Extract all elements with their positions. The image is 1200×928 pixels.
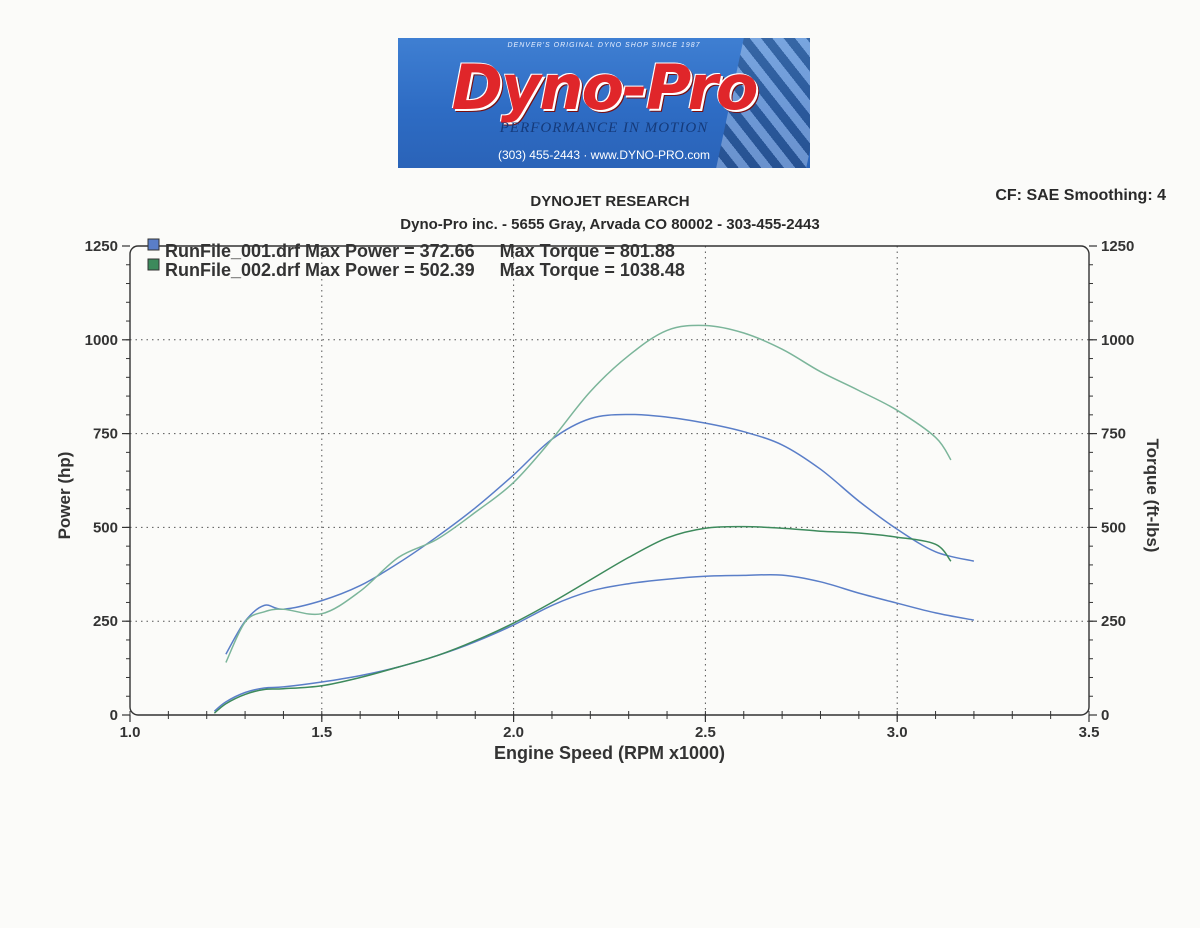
x-tick-label: 2.5 — [695, 724, 716, 741]
y-axis-label-right: Torque (ft-lbs) — [1143, 439, 1162, 553]
x-tick-label: 2.0 — [503, 724, 524, 741]
report-title: DYNOJET RESEARCH — [530, 193, 690, 210]
y-axis-label-left: Power (hp) — [55, 452, 74, 540]
x-tick-label: 1.0 — [120, 724, 141, 741]
y-right-tick-label: 750 — [1101, 426, 1126, 443]
legend-swatch-run2 — [147, 258, 160, 271]
y-left-tick-label: 1250 — [85, 238, 118, 255]
series-layer — [213, 324, 975, 714]
x-axis-label: Engine Speed (RPM x1000) — [494, 743, 725, 763]
logo-tagline: DENVER'S ORIGINAL DYNO SHOP SINCE 1987 — [507, 42, 701, 49]
dyno-pro-logo: DENVER'S ORIGINAL DYNO SHOP SINCE 1987 D… — [398, 38, 810, 168]
grid-layer — [130, 246, 1089, 715]
y-left-tick-label: 1000 — [85, 332, 118, 349]
legend-entry-run1: RunFile_001.drf Max Power = 372.66 Max T… — [165, 241, 675, 261]
logo-contact: (303) 455-2443 · www.DYNO-PRO.com — [497, 148, 711, 162]
y-left-tick-label: 750 — [93, 426, 118, 443]
y-right-tick-label: 0 — [1101, 707, 1109, 724]
run2-power-line — [213, 525, 952, 714]
run1-torque-line — [225, 413, 975, 655]
y-right-tick-label: 1250 — [1101, 238, 1134, 255]
y-left-tick-label: 250 — [93, 613, 118, 630]
run1-power-line — [213, 573, 975, 712]
y-right-tick-label: 1000 — [1101, 332, 1134, 349]
x-tick-label: 1.5 — [311, 724, 332, 741]
x-tick-label: 3.5 — [1079, 724, 1100, 741]
legend-swatch-run1 — [147, 238, 160, 251]
y-left-tick-label: 0 — [110, 707, 118, 724]
y-right-tick-label: 500 — [1101, 519, 1126, 536]
y-left-tick-label: 500 — [93, 519, 118, 536]
x-tick-label: 3.0 — [887, 724, 908, 741]
shop-address: Dyno-Pro inc. - 5655 Gray, Arvada CO 800… — [400, 216, 820, 233]
logo-motto: PERFORMANCE IN MOTION — [499, 120, 709, 136]
run2-torque-line — [225, 324, 952, 663]
y-right-tick-label: 250 — [1101, 613, 1126, 630]
plot-frame — [129, 245, 1090, 716]
logo-brand: Dyno-Pro — [451, 51, 758, 124]
legend: RunFile_001.drf Max Power = 372.66 Max T… — [147, 238, 685, 280]
correction-factor-label: CF: SAE Smoothing: 4 — [995, 187, 1166, 204]
legend-entry-run2: RunFile_002.drf Max Power = 502.39 Max T… — [165, 260, 685, 280]
